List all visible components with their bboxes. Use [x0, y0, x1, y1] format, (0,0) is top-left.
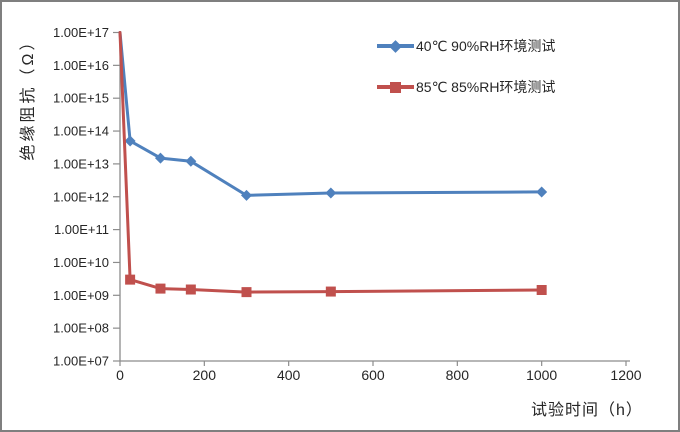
legend-item-40c-90rh: 40℃ 90%RH环境测试 [377, 36, 555, 56]
data-point-square [241, 287, 252, 298]
x-tick-label: 400 [277, 367, 301, 383]
x-axis-title: 试验时间（h） [531, 402, 643, 419]
x-tick-label: 200 [193, 367, 217, 383]
data-point-diamond [185, 155, 197, 167]
data-point-diamond [124, 135, 136, 147]
data-point-square [125, 274, 136, 285]
y-tick-label: 1.00E+15 [53, 91, 109, 106]
data-point-diamond [154, 152, 166, 164]
y-tick-label: 1.00E+13 [53, 156, 109, 171]
x-tick-label: 800 [446, 367, 470, 383]
x-tick-label: 600 [361, 367, 385, 383]
x-tick-label: 1000 [526, 367, 557, 383]
data-point-diamond [325, 187, 337, 199]
y-tick-label: 1.00E+07 [53, 354, 109, 369]
data-point-diamond [241, 189, 252, 201]
y-tick-label: 1.00E+17 [53, 25, 109, 40]
data-point-square [185, 284, 196, 295]
y-tick-label: 1.00E+09 [53, 288, 109, 303]
legend-label: 85℃ 85%RH环境测试 [416, 79, 556, 95]
legend-item-85c-85rh: 85℃ 85%RH环境测试 [377, 77, 555, 97]
y-tick-label: 1.00E+16 [53, 58, 109, 73]
data-point-square [155, 283, 166, 294]
square-icon [390, 81, 401, 93]
data-point-square [325, 286, 336, 297]
diamond-icon [389, 39, 402, 53]
x-tick-label: 1200 [610, 367, 641, 383]
legend-square-marker-icon [377, 80, 414, 94]
y-axis-title: 绝缘阻抗（Ω） [20, 31, 37, 161]
x-tick-label: 0 [116, 367, 124, 383]
data-point-diamond [536, 186, 548, 198]
data-point-square [536, 284, 547, 295]
legend-diamond-marker-icon [377, 39, 414, 53]
legend: 40℃ 90%RH环境测试 85℃ 85%RH环境测试 [377, 36, 555, 97]
legend-label: 40℃ 90%RH环境测试 [416, 38, 556, 54]
y-tick-label: 1.00E+10 [53, 255, 109, 270]
y-tick-label: 1.00E+14 [53, 124, 109, 139]
y-tick-label: 1.00E+12 [53, 189, 109, 204]
y-tick-label: 1.00E+11 [54, 222, 109, 237]
y-tick-label: 1.00E+08 [53, 321, 109, 336]
